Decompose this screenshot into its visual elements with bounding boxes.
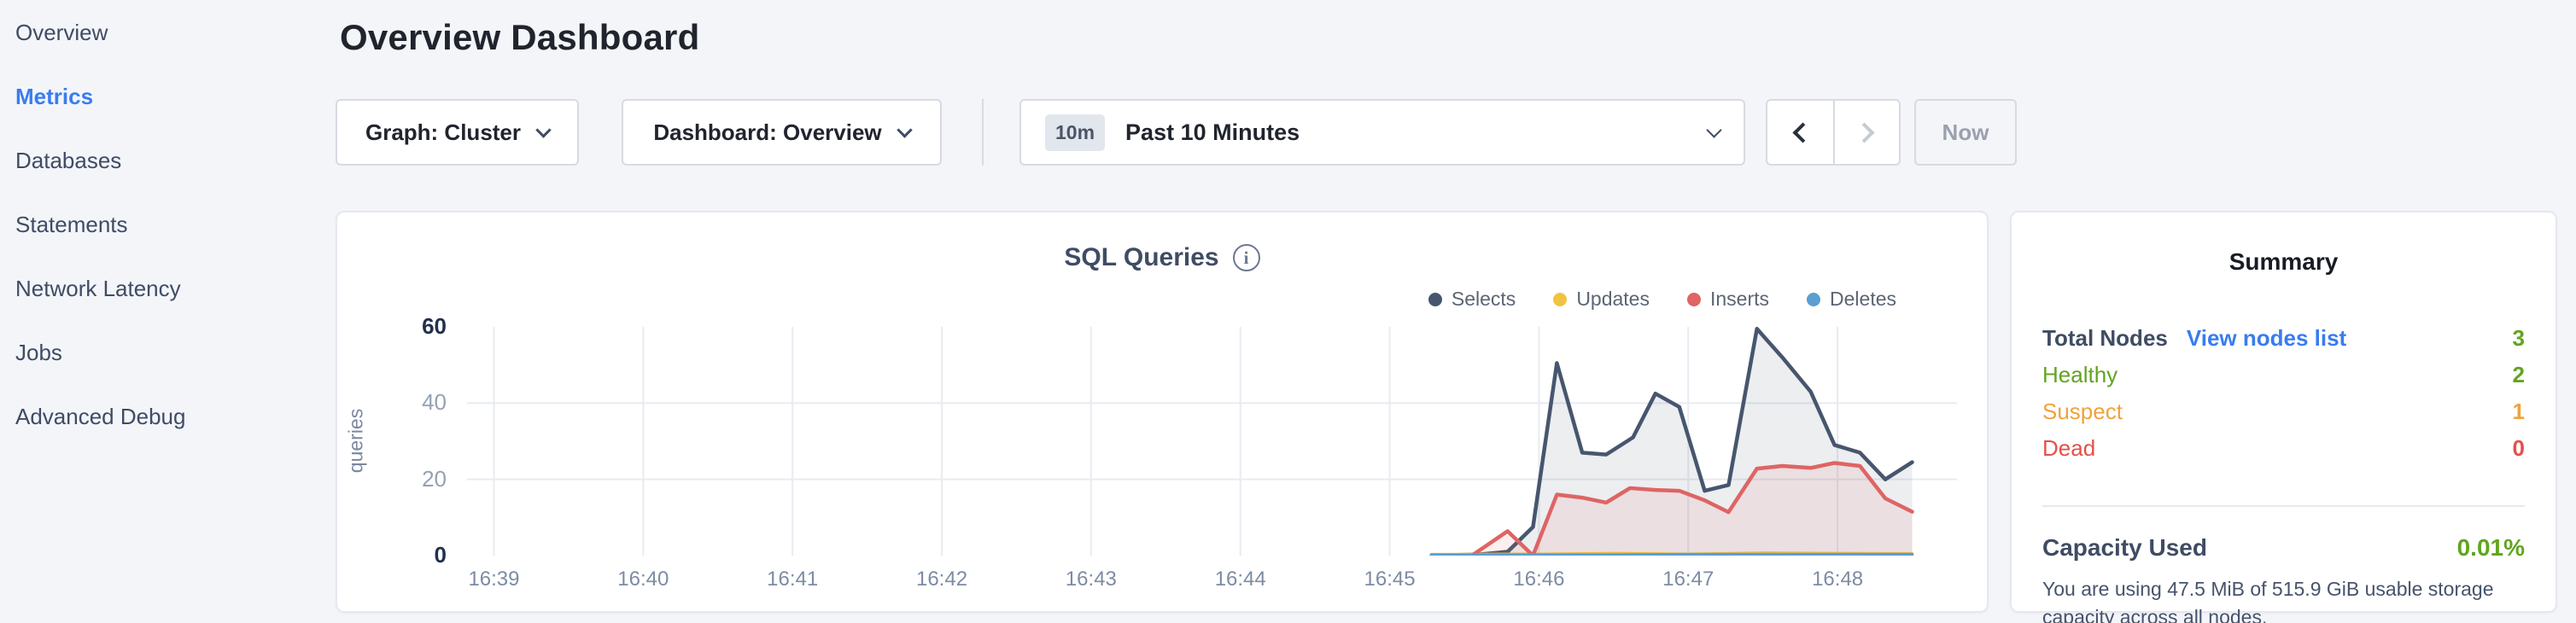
legend-item-deletes[interactable]: Deletes	[1807, 288, 1896, 311]
time-prev-button[interactable]	[1767, 101, 1833, 164]
sidebar: Overview Metrics Databases Statements Networ…	[0, 0, 333, 623]
legend-dot-icon	[1686, 292, 1701, 306]
now-button[interactable]: Now	[1914, 99, 2017, 166]
summary-row-label: Dead	[2042, 435, 2096, 461]
y-axis-label: queries	[344, 408, 367, 474]
sidebar-item-network-latency[interactable]: Network Latency	[15, 276, 181, 301]
time-nav-group	[1766, 99, 1901, 166]
y-tick-label: 40	[422, 389, 447, 416]
capacity-label: Capacity Used	[2042, 534, 2207, 561]
chart-legend: Selects Updates Inserts Deletes	[1428, 288, 1896, 311]
legend-label: Inserts	[1709, 288, 1770, 310]
capacity-description: You are using 47.5 MiB of 515.9 GiB usab…	[2042, 578, 2494, 623]
summary-row-value: 0	[2512, 435, 2525, 461]
sidebar-item-statements[interactable]: Statements	[15, 212, 128, 237]
x-tick-label: 16:39	[468, 568, 520, 591]
legend-item-selects[interactable]: Selects	[1428, 288, 1516, 311]
x-tick-label: 16:47	[1662, 568, 1714, 591]
controls-divider	[982, 99, 984, 166]
x-tick-label: 16:45	[1364, 568, 1416, 591]
summary-row-label: Total Nodes	[2042, 325, 2168, 351]
summary-row-dead: Dead 0	[2042, 430, 2525, 467]
series-area-selects	[1431, 329, 1913, 556]
sidebar-item-overview[interactable]: Overview	[15, 20, 108, 45]
time-range-dropdown[interactable]: 10m Past 10 Minutes	[1019, 99, 1745, 166]
summary-row-suspect: Suspect 1	[2042, 393, 2525, 430]
dashboard-dropdown-label: Dashboard: Overview	[653, 119, 882, 145]
summary-row-value: 3	[2512, 325, 2525, 351]
x-tick-label: 16:48	[1812, 568, 1864, 591]
x-tick-label: 16:40	[617, 568, 669, 591]
info-icon[interactable]: i	[1232, 244, 1260, 271]
legend-label: Selects	[1451, 288, 1516, 310]
series-area-inserts	[1431, 463, 1913, 556]
summary-divider	[2042, 505, 2525, 507]
legend-dot-icon	[1807, 292, 1821, 306]
capacity-value: 0.01%	[2456, 534, 2525, 561]
sql-queries-plot	[467, 327, 1957, 556]
chart-title: SQL Queries	[1064, 243, 1219, 271]
sidebar-item-metrics[interactable]: Metrics	[15, 84, 94, 109]
y-tick-label: 0	[434, 542, 447, 568]
time-range-badge: 10m	[1045, 114, 1106, 151]
summary-row-healthy: Healthy 2	[2042, 357, 2525, 393]
time-next-button[interactable]	[1833, 101, 1899, 164]
legend-label: Deletes	[1830, 288, 1896, 310]
page-title: Overview Dashboard	[340, 17, 700, 57]
legend-dot-icon	[1428, 292, 1442, 306]
sidebar-item-databases[interactable]: Databases	[15, 148, 122, 173]
time-range-label: Past 10 Minutes	[1125, 119, 1300, 145]
y-tick-label: 20	[422, 465, 447, 492]
summary-row-label: Suspect	[2042, 399, 2123, 424]
summary-title: Summary	[2228, 248, 2339, 275]
chevron-right-icon	[1854, 121, 1875, 143]
chevron-down-icon	[1706, 121, 1722, 138]
legend-label: Updates	[1576, 288, 1650, 310]
x-tick-label: 16:44	[1214, 568, 1266, 591]
summary-row-value: 1	[2512, 399, 2525, 424]
legend-dot-icon	[1553, 292, 1568, 306]
x-tick-label: 16:42	[915, 568, 968, 591]
legend-item-updates[interactable]: Updates	[1553, 288, 1650, 311]
summary-row-total-nodes: Total Nodes View nodes list 3	[2042, 320, 2525, 357]
chevron-down-icon	[535, 121, 552, 138]
series-line-selects	[1429, 327, 1914, 556]
capacity-row: Capacity Used 0.01%	[2042, 534, 2525, 562]
graph-dropdown[interactable]: Graph: Cluster	[336, 99, 579, 166]
view-nodes-list-link[interactable]: View nodes list	[2186, 325, 2347, 351]
y-tick-label: 60	[422, 313, 447, 339]
chevron-down-icon	[896, 121, 913, 138]
chevron-left-icon	[1792, 121, 1814, 143]
sql-queries-chart-card: SQL Queries i Selects Updates Inserts Delet…	[336, 211, 1989, 613]
series-line-inserts	[1429, 461, 1914, 556]
summary-panel: Summary Total Nodes View nodes list 3 Healt…	[2010, 211, 2557, 623]
sidebar-item-jobs[interactable]: Jobs	[15, 340, 62, 365]
chart-title-row: SQL Queries i	[337, 243, 1987, 272]
summary-row-value: 2	[2512, 362, 2525, 387]
sidebar-item-advanced-debug[interactable]: Advanced Debug	[15, 404, 186, 429]
dashboard-dropdown[interactable]: Dashboard: Overview	[622, 99, 942, 166]
legend-item-inserts[interactable]: Inserts	[1686, 288, 1770, 311]
x-tick-label: 16:43	[1065, 568, 1117, 591]
x-tick-label: 16:46	[1513, 568, 1565, 591]
x-tick-label: 16:41	[767, 568, 819, 591]
graph-dropdown-label: Graph: Cluster	[365, 119, 522, 145]
summary-row-label: Healthy	[2042, 362, 2118, 387]
